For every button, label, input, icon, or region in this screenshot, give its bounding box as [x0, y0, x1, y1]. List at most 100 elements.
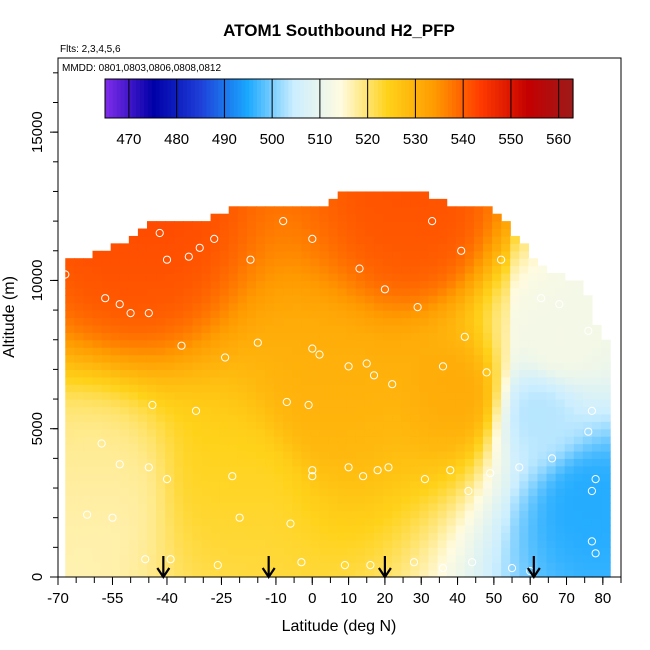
heatmap-cell [319, 280, 330, 289]
heatmap-cell [428, 310, 439, 319]
heatmap-cell [228, 339, 239, 348]
heatmap-cell [165, 265, 175, 274]
heatmap-cell [501, 554, 511, 563]
heatmap-cell [301, 310, 312, 319]
heatmap-cell [146, 221, 157, 230]
heatmap-cell [137, 361, 148, 370]
heatmap-cell [228, 421, 239, 430]
heatmap-cell [219, 310, 230, 319]
heatmap-cell [419, 273, 430, 282]
heatmap-cell [374, 532, 384, 541]
heatmap-cell [283, 317, 293, 326]
heatmap-cell [364, 562, 375, 571]
heatmap-cell [128, 495, 139, 504]
heatmap-cell [274, 332, 284, 341]
heatmap-cell [392, 302, 402, 311]
heatmap-cell [237, 450, 248, 459]
heatmap-cell [265, 554, 275, 563]
heatmap-cell [246, 465, 257, 474]
heatmap-cell [119, 280, 130, 289]
heatmap-cell [319, 562, 330, 571]
heatmap-cell [519, 562, 529, 571]
heatmap-cell [392, 317, 402, 326]
sample-point [362, 359, 371, 368]
heatmap-cell [65, 569, 75, 578]
heatmap-cell [310, 562, 321, 571]
heatmap-cell [301, 332, 312, 341]
heatmap-cell [74, 517, 85, 526]
heatmap-cell [564, 413, 575, 422]
heatmap-cell [383, 376, 393, 385]
heatmap-cell [192, 265, 203, 274]
sample-point [482, 368, 491, 377]
heatmap-cell [455, 488, 466, 497]
heatmap-cell [355, 369, 366, 378]
heatmap-cell [210, 324, 221, 333]
heatmap-cell [165, 488, 175, 497]
heatmap-cell [492, 554, 502, 563]
heatmap-cell [319, 376, 330, 385]
heatmap-cell [401, 376, 411, 385]
heatmap-cell [555, 287, 566, 296]
heatmap-cell [337, 302, 348, 311]
heatmap-cell [274, 324, 284, 333]
heatmap-cell [555, 384, 566, 393]
heatmap-cell [492, 458, 502, 467]
heatmap-cell [92, 502, 103, 511]
heatmap-cell [591, 376, 602, 385]
heatmap-cell [92, 480, 103, 489]
heatmap-cell [564, 443, 575, 452]
heatmap-cell [228, 480, 239, 489]
heatmap-cell [392, 228, 402, 237]
heatmap-cell [383, 235, 393, 244]
heatmap-cell [192, 406, 203, 415]
heatmap-cell [392, 376, 402, 385]
heatmap-cell [473, 339, 484, 348]
heatmap-cell [265, 488, 275, 497]
heatmap-cell [374, 562, 384, 571]
heatmap-cell [464, 473, 475, 482]
heatmap-cell [546, 421, 557, 430]
colorbar-swatch [452, 79, 457, 118]
heatmap-cell [210, 539, 221, 548]
heatmap-cell [428, 421, 439, 430]
heatmap-cell [310, 295, 321, 304]
heatmap-cell [83, 295, 94, 304]
heatmap-cell [210, 532, 221, 541]
heatmap-cell [156, 495, 166, 504]
heatmap-cell [473, 310, 484, 319]
heatmap-cell [310, 480, 321, 489]
heatmap-cell [174, 332, 184, 341]
heatmap-cell [564, 510, 575, 519]
heatmap-cell [510, 450, 520, 459]
colorbar-swatch [105, 79, 110, 118]
heatmap-cell [428, 495, 439, 504]
heatmap-cell [537, 458, 548, 467]
heatmap-cell [555, 569, 566, 578]
heatmap-cell [546, 317, 557, 326]
heatmap-cell [437, 399, 448, 408]
heatmap-cell [364, 458, 375, 467]
heatmap-cell [346, 206, 357, 215]
heatmap-cell [537, 539, 548, 548]
heatmap-cell [310, 488, 321, 497]
heatmap-cell [219, 280, 230, 289]
sample-point [253, 338, 262, 347]
x-tick-label: 20 [377, 590, 394, 607]
heatmap-cell [183, 525, 193, 534]
heatmap-cell [519, 532, 529, 541]
heatmap-cell [146, 443, 157, 452]
heatmap-cell [137, 436, 148, 445]
heatmap-cell [228, 347, 239, 356]
heatmap-cell [601, 569, 611, 578]
heatmap-cell [83, 310, 94, 319]
heatmap-cell [165, 495, 175, 504]
heatmap-cell [128, 287, 139, 296]
heatmap-cell [437, 458, 448, 467]
heatmap-cell [146, 547, 157, 556]
heatmap-cell [255, 243, 266, 252]
heatmap-cell [328, 502, 339, 511]
heatmap-cell [74, 421, 85, 430]
heatmap-cell [255, 376, 266, 385]
colorbar-swatch [526, 79, 531, 118]
